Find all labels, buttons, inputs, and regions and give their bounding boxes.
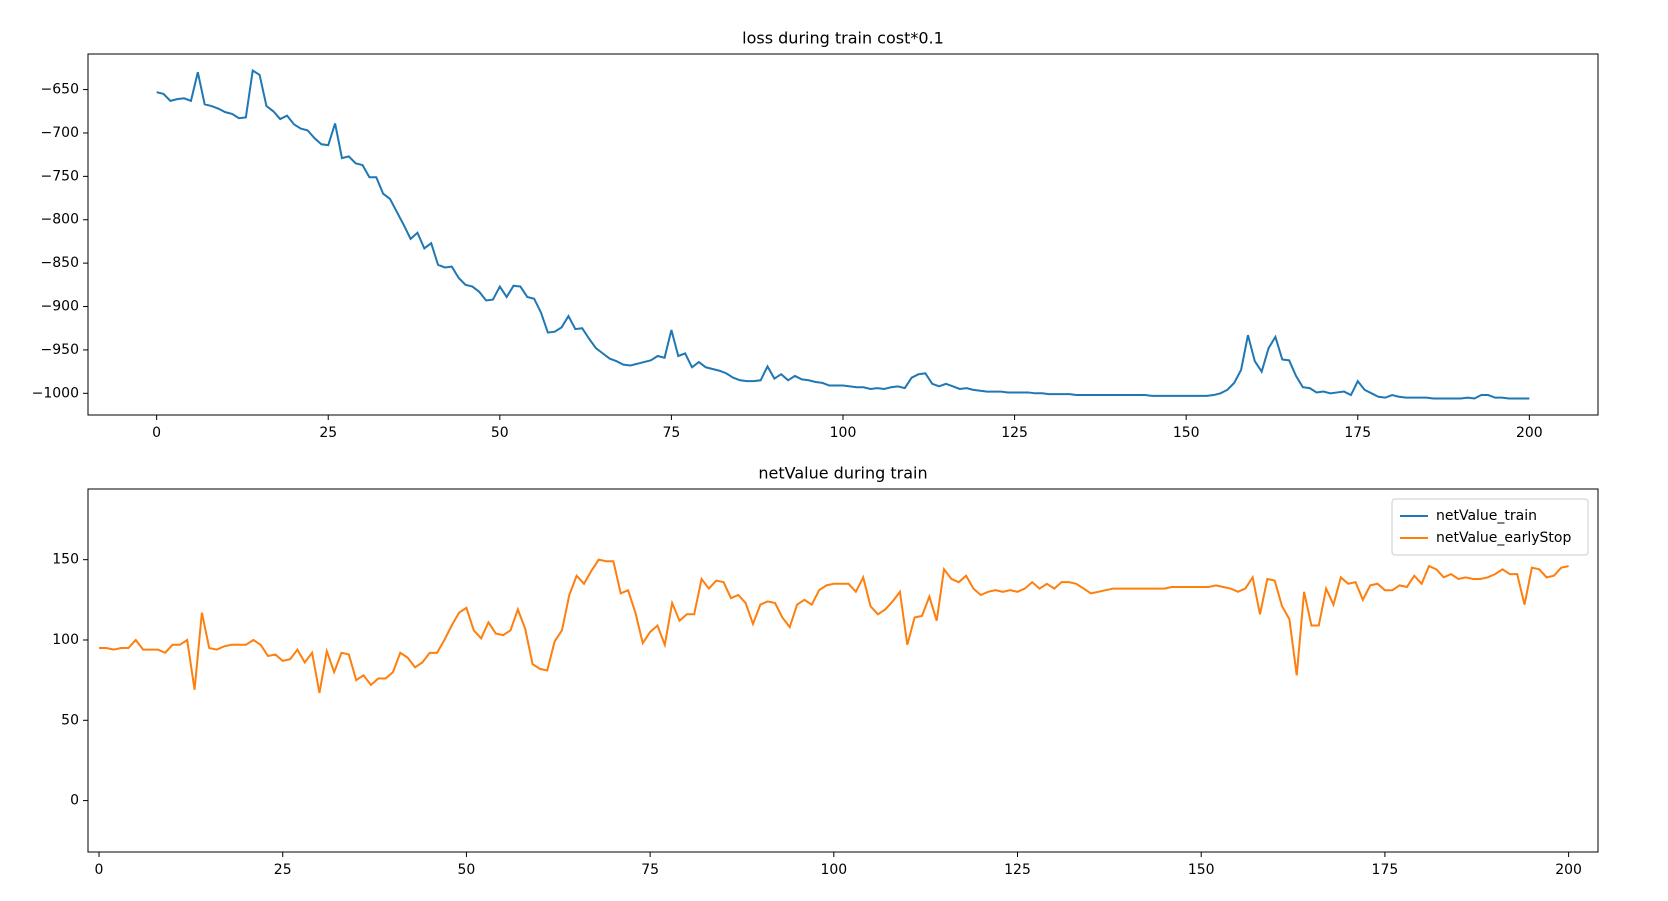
y-tick-label: −750	[41, 168, 79, 184]
y-tick-label: 100	[52, 632, 79, 648]
x-tick-label: 175	[1372, 862, 1399, 878]
x-tick-label: 50	[491, 425, 509, 441]
x-tick-label: 125	[1001, 425, 1028, 441]
y-tick-label: −900	[41, 299, 79, 315]
x-tick-label: 100	[820, 862, 847, 878]
y-tick-label: −700	[41, 125, 79, 141]
x-tick-label: 50	[458, 862, 476, 878]
plot-frame	[87, 53, 1599, 416]
x-tick-label: 175	[1344, 425, 1371, 441]
x-tick-label: 200	[1555, 862, 1582, 878]
data-line	[99, 558, 1569, 694]
y-tick-label: −950	[41, 342, 79, 358]
y-tick-label: 150	[52, 552, 79, 568]
data-line	[156, 68, 1530, 400]
y-tick-label: −1000	[32, 385, 79, 401]
x-tick-label: 25	[274, 862, 292, 878]
y-tick-label: 0	[70, 793, 79, 809]
y-tick-label: −800	[41, 212, 79, 228]
chart-title: netValue during train	[758, 464, 927, 483]
legend-box	[1391, 498, 1589, 556]
legend-label: netValue_earlyStop	[1436, 530, 1571, 546]
x-tick-label: 150	[1173, 425, 1200, 441]
x-tick-label: 200	[1516, 425, 1543, 441]
x-tick-label: 150	[1188, 862, 1215, 878]
x-tick-label: 0	[152, 425, 161, 441]
legend-label: netValue_train	[1436, 508, 1537, 524]
x-tick-label: 125	[1004, 862, 1031, 878]
plot-frame	[87, 488, 1599, 853]
x-tick-label: 25	[319, 425, 337, 441]
x-tick-label: 75	[641, 862, 659, 878]
x-tick-label: 100	[830, 425, 857, 441]
y-tick-label: 50	[61, 712, 79, 728]
x-tick-label: 75	[662, 425, 680, 441]
x-tick-label: 0	[95, 862, 104, 878]
y-tick-label: −650	[41, 82, 79, 98]
y-tick-label: −850	[41, 255, 79, 271]
chart-title: loss during train cost*0.1	[742, 29, 944, 48]
